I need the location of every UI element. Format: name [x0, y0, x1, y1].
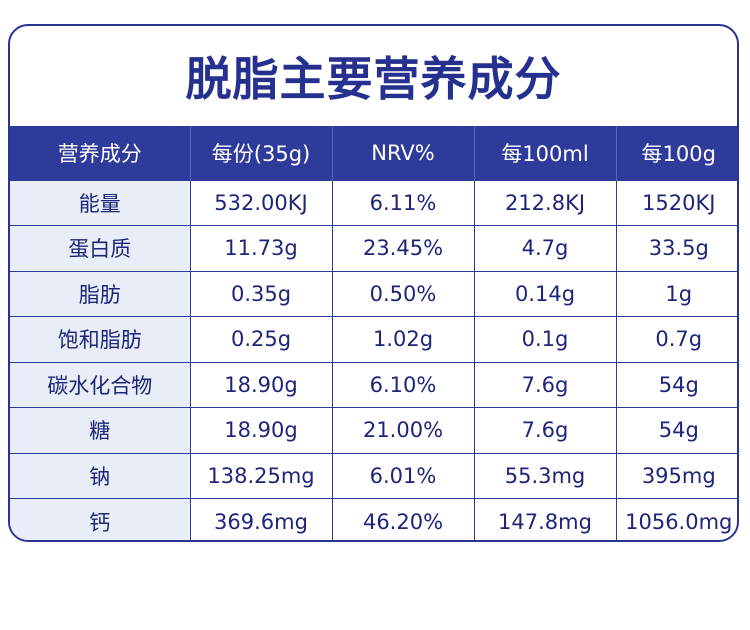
table-cell: 11.73g [189, 225, 332, 271]
column-header: NRV% [331, 126, 474, 180]
nutrient-label: 脂肪 [10, 270, 190, 317]
table-cell: 138.25mg [189, 452, 332, 499]
column-header: 营养成分 [57, 141, 142, 166]
table-row: 钙 369.6mg 46.20% 147.8mg 1056.0mg [10, 498, 737, 540]
table-cell: 55.3mg [473, 452, 616, 499]
table-cell: 54g [615, 361, 737, 408]
table-cell: 7.6g [473, 407, 616, 453]
table-cell: 1056.0mg [615, 498, 737, 540]
nutrient-label: 饱和脂肪 [10, 316, 190, 362]
table-cell: 1g [615, 270, 737, 317]
nutrient-label: 蛋白质 [10, 225, 190, 271]
table-cell: 0.35g [189, 270, 332, 317]
table-cell: 46.20% [331, 498, 474, 540]
table-cell: 0.7g [615, 316, 737, 362]
nutrition-table: 营养成分 每份(35g) NRV% 每100ml 每100g 能量 532.00… [10, 126, 737, 540]
table-cell: 1520KJ [615, 179, 737, 226]
table-row: 能量 532.00KJ 6.11% 212.8KJ 1520KJ [10, 179, 737, 226]
nutrient-label: 糖 [10, 407, 190, 453]
table-row: 蛋白质 11.73g 23.45% 4.7g 33.5g [10, 225, 737, 271]
table-cell: 7.6g [473, 361, 616, 408]
table-row: 碳水化合物 18.90g 6.10% 7.6g 54g [10, 361, 737, 408]
table-cell: 0.25g [189, 316, 332, 362]
table-header-row: 营养成分 每份(35g) NRV% 每100ml 每100g [10, 126, 737, 180]
table-cell: 4.7g [473, 225, 616, 271]
table-cell: 21.00% [331, 407, 474, 453]
table-cell: 18.90g [189, 407, 332, 453]
table-cell: 6.01% [331, 452, 474, 499]
table-cell: 0.1g [473, 316, 616, 362]
table-cell: 54g [615, 407, 737, 453]
table-cell: 212.8KJ [473, 179, 616, 226]
table-cell: 1.02g [331, 316, 474, 362]
table-cell: 33.5g [615, 225, 737, 271]
nutrient-label: 能量 [10, 179, 190, 226]
table-cell: 395mg [615, 452, 737, 499]
table-row: 糖 18.90g 21.00% 7.6g 54g [10, 407, 737, 453]
table-row: 钠 138.25mg 6.01% 55.3mg 395mg [10, 452, 737, 499]
table-cell: 0.50% [331, 270, 474, 317]
nutrient-label: 碳水化合物 [10, 361, 190, 408]
title-area: 脱脂主要营养成分 [10, 26, 737, 126]
table-cell: 23.45% [331, 225, 474, 271]
nutrient-label: 钙 [10, 498, 190, 540]
table-cell: 0.14g [473, 270, 616, 317]
column-header: 每份(35g) [189, 126, 332, 180]
table-cell: 6.11% [331, 179, 474, 226]
table-cell: 532.00KJ [189, 179, 332, 226]
table-row: 脂肪 0.35g 0.50% 0.14g 1g [10, 270, 737, 317]
table-cell: 147.8mg [473, 498, 616, 540]
page-title: 脱脂主要营养成分 [185, 52, 562, 106]
column-header: 每100ml [473, 126, 616, 180]
nutrition-card: 脱脂主要营养成分 营养成分 每份(35g) NRV% 每100ml 每100g … [8, 24, 739, 542]
column-header: 每100g [615, 126, 737, 180]
table-cell: 369.6mg [189, 498, 332, 540]
table-cell: 18.90g [189, 361, 332, 408]
table-row: 饱和脂肪 0.25g 1.02g 0.1g 0.7g [10, 316, 737, 362]
table-cell: 6.10% [331, 361, 474, 408]
nutrient-label: 钠 [10, 452, 190, 499]
